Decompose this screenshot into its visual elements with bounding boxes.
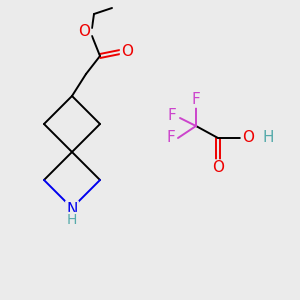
Text: F: F [192, 92, 200, 106]
Text: H: H [262, 130, 274, 146]
Text: O: O [121, 44, 133, 59]
Text: O: O [212, 160, 224, 175]
Text: O: O [78, 23, 90, 38]
Text: N: N [66, 202, 78, 217]
Text: H: H [67, 213, 77, 227]
Text: F: F [168, 109, 176, 124]
Text: F: F [167, 130, 176, 146]
Text: O: O [242, 130, 254, 146]
